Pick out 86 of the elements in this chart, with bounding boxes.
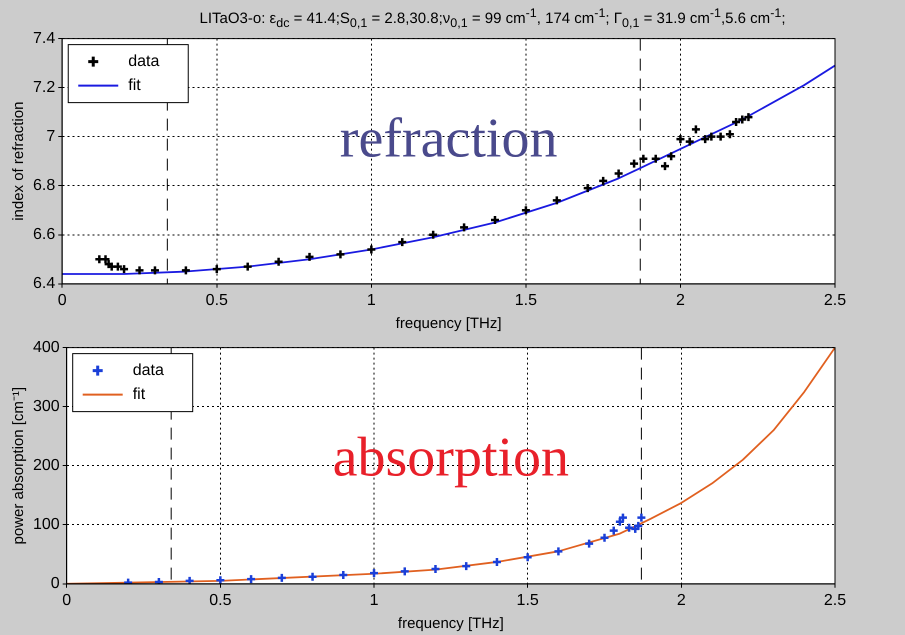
- annotation: refraction: [340, 107, 558, 170]
- point: [366, 244, 377, 255]
- x-tick-label: 2.5: [824, 592, 846, 609]
- point: [660, 160, 670, 172]
- point: [552, 195, 562, 206]
- x-axis-title: frequency [THz]: [398, 615, 504, 632]
- point: [599, 532, 610, 543]
- legend-label: data: [132, 362, 164, 380]
- point: [520, 204, 532, 216]
- x-tick-label: 2: [676, 292, 685, 309]
- point: [492, 556, 502, 568]
- point: [397, 236, 408, 248]
- point: [706, 131, 717, 142]
- point: [215, 575, 226, 584]
- y-axis-title: index of refraction: [10, 102, 28, 221]
- point: [212, 264, 222, 274]
- point: [666, 151, 676, 162]
- point: [614, 516, 626, 528]
- point: [636, 512, 647, 523]
- point: [650, 154, 661, 164]
- point: [633, 520, 644, 532]
- x-tick-label: 0.5: [206, 292, 228, 309]
- point: [428, 230, 438, 240]
- x-tick-label: 1: [366, 292, 376, 309]
- point: [304, 252, 315, 262]
- point: [675, 134, 686, 144]
- x-tick-label: 2.5: [824, 292, 846, 309]
- point: [134, 265, 145, 276]
- point: [598, 176, 608, 186]
- y-tick-label: 7.4: [32, 30, 56, 48]
- y-tick-label: 6.6: [32, 226, 56, 244]
- y-tick-label: 6.8: [32, 177, 56, 194]
- point: [242, 261, 253, 272]
- point: [584, 538, 594, 549]
- point: [490, 214, 500, 226]
- point: [180, 265, 192, 276]
- point: [368, 568, 380, 578]
- point: [700, 134, 710, 144]
- point: [335, 249, 346, 260]
- point: [460, 560, 472, 572]
- x-tick-label: 1: [370, 592, 379, 609]
- annotation: absorption: [332, 426, 570, 489]
- y-tick-label: 200: [32, 457, 60, 474]
- x-tick-label: 1.5: [516, 592, 539, 609]
- point: [273, 256, 284, 267]
- y-tick-label: 7.2: [32, 79, 56, 96]
- point: [400, 566, 410, 577]
- point: [715, 131, 726, 142]
- point: [618, 512, 628, 523]
- point: [638, 154, 649, 164]
- point: [338, 570, 349, 580]
- legend-label: data: [128, 53, 160, 70]
- x-tick-label: 0.5: [209, 592, 232, 609]
- point: [276, 572, 288, 584]
- point: [730, 116, 742, 128]
- point: [246, 574, 256, 584]
- y-tick-label: 300: [32, 398, 60, 416]
- point: [737, 114, 748, 125]
- point: [613, 168, 624, 179]
- chart-title: LITaO3-o: ε$_{dc}$ = 41.4;S$_{0,1}$ = 2.8,30.8;ν$_{0,1}$ = 99 cm$^{-1}$, 174 cm$^{-1}$; Γ$_{0,1}$ = 31.9 cm$^{-1}$,5.6 cm$^{-1}$;: [200, 6, 786, 30]
- point: [458, 222, 470, 233]
- y-tick-label: 7: [46, 128, 56, 146]
- x-axis-title: frequency [THz]: [396, 315, 502, 332]
- point: [522, 552, 533, 562]
- x-tick-label: 0: [62, 592, 72, 609]
- point: [553, 546, 564, 557]
- legend-label: fit: [128, 77, 142, 94]
- x-tick-label: 1.5: [514, 292, 538, 309]
- point: [724, 128, 736, 140]
- point: [307, 571, 318, 582]
- point: [608, 525, 619, 536]
- point: [690, 124, 702, 135]
- y-tick-label: 100: [32, 516, 60, 534]
- point: [743, 112, 754, 122]
- legend-label: fit: [132, 386, 146, 404]
- point: [684, 136, 695, 147]
- y-tick-label: 6.4: [32, 275, 56, 292]
- point: [184, 576, 195, 584]
- point: [150, 265, 160, 276]
- point: [430, 564, 441, 574]
- point: [582, 182, 593, 194]
- point: [628, 158, 640, 169]
- y-tick-label: 0: [50, 575, 60, 592]
- x-tick-label: 2: [676, 592, 686, 609]
- y-tick-label: 400: [32, 339, 60, 356]
- y-axis-title: power absorption [cm⁻¹]: [10, 386, 28, 544]
